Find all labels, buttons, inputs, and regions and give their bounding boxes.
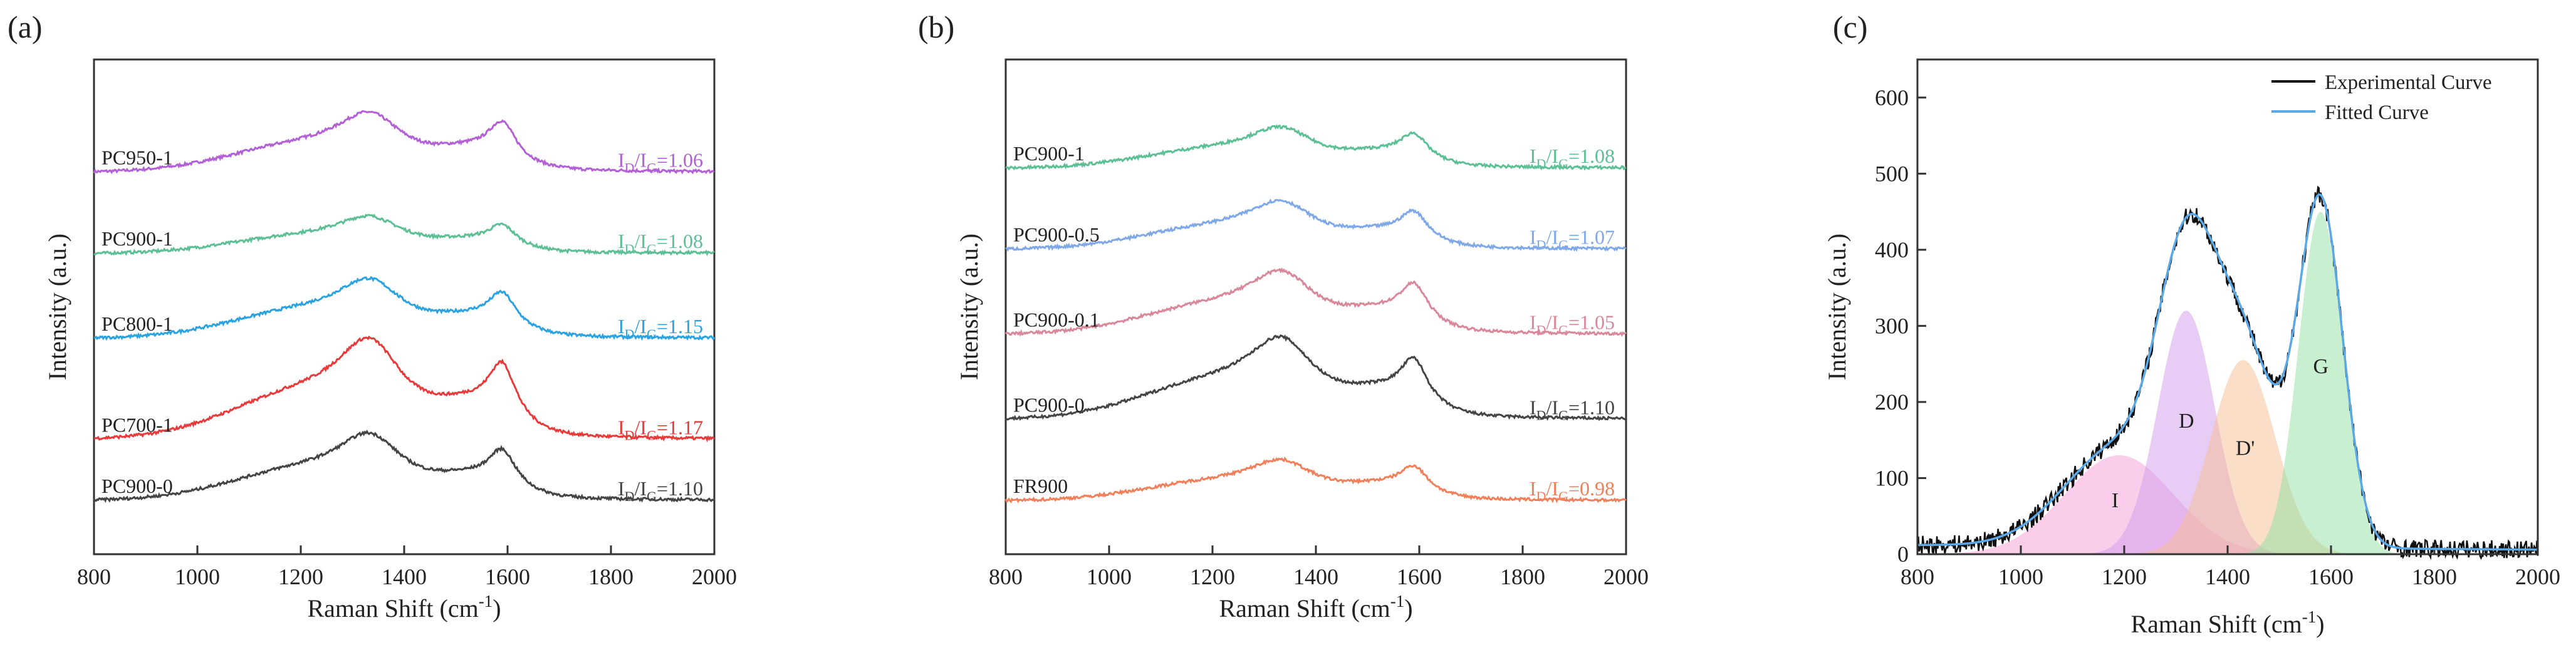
x-axis-label-c: Raman Shift (cm-1) [2130, 607, 2324, 638]
series-line-pc900-0 [93, 430, 716, 503]
series-label-pc900-1: PC900-1 [1013, 142, 1085, 165]
plot-frame-c [1916, 58, 2539, 555]
y-axis-label-b: Intensity (a.u.) [955, 234, 983, 380]
series-line-fitted-curve [1917, 193, 2538, 551]
x-tick-label-1600: 1600 [485, 564, 530, 589]
x-tick-label-2000: 2000 [692, 564, 737, 589]
x-tick-label-1400: 1400 [2205, 564, 2250, 589]
x-tick-label-1800: 1800 [588, 564, 634, 589]
y-axis-label-a: Intensity (a.u.) [43, 234, 71, 380]
series-line-pc900-1 [93, 214, 715, 257]
panel-b: (b) 800 1000 1200 1400 1600 1800 2000 PC900-1 I… [918, 9, 1649, 622]
x-tick-label-800: 800 [1901, 564, 1934, 589]
peak-fill-d-prime [1917, 360, 2538, 554]
ratio-label-pc900-0-5: ID/IG=1.07 [1530, 225, 1615, 252]
x-tick-label-1800: 1800 [1500, 564, 1545, 589]
x-ticks-b: 800 1000 1200 1400 1600 1800 2000 [989, 545, 1649, 589]
x-ticks-a: 800 1000 1200 1400 1600 1800 2000 [77, 545, 737, 589]
series-label-pc900-1: PC900-1 [102, 227, 173, 250]
y-tick-label-200: 200 [1875, 390, 1909, 415]
x-tick-label-1800: 1800 [2412, 564, 2457, 589]
ratio-label-pc900-0: ID/IG=1.10 [1530, 396, 1615, 423]
y-tick-label-0: 0 [1897, 542, 1909, 567]
peak-label-i: I [2112, 489, 2119, 512]
series-label-pc950-1: PC950-1 [102, 146, 173, 168]
peak-fill-i [1917, 455, 2538, 554]
x-tick-label-1200: 1200 [278, 564, 323, 589]
x-tick-label-1600: 1600 [1397, 564, 1442, 589]
x-tick-label-800: 800 [989, 564, 1023, 589]
legend-label-experimental: Experimental Curve [2325, 71, 2492, 94]
series-line-pc900-0-1 [1004, 267, 1627, 338]
panel-label-a: (a) [8, 9, 43, 44]
y-tick-label-300: 300 [1875, 313, 1909, 338]
y-tick-label-600: 600 [1875, 85, 1909, 110]
curves-b: PC900-1 ID/IG=1.08 PC900-0.5 ID/IG=1.07 PC90… [1004, 124, 1627, 504]
x-axis-label-b: Raman Shift (cm-1) [1219, 592, 1412, 622]
peak-fills-c [1917, 212, 2538, 555]
series-line-pc700-1 [93, 335, 715, 443]
x-tick-label-1400: 1400 [1293, 564, 1338, 589]
series-line-pc900-0-5 [1005, 199, 1627, 252]
peak-label-d-prime: D' [2236, 437, 2255, 460]
series-label-pc800-1: PC800-1 [102, 312, 173, 335]
peak-label-g: G [2313, 355, 2329, 378]
panel-label-c: (c) [1833, 9, 1868, 44]
x-tick-label-2000: 2000 [2515, 564, 2560, 589]
peak-labels-c: I D D' G [2112, 355, 2328, 512]
y-tick-label-500: 500 [1875, 161, 1909, 186]
series-line-pc950-1 [93, 110, 715, 175]
ratio-label-pc900-0-1: ID/IG=1.05 [1530, 311, 1615, 338]
series-line-pc900-1 [1005, 124, 1627, 171]
series-line-pc800-1 [93, 276, 716, 341]
ratio-label-fr900: ID/IG=0.98 [1530, 477, 1615, 504]
x-tick-label-1200: 1200 [1190, 564, 1235, 589]
peak-label-d: D [2179, 410, 2194, 433]
x-tick-label-1000: 1000 [1998, 564, 2043, 589]
series-label-pc900-0: PC900-0 [1013, 393, 1085, 416]
panel-label-b: (b) [918, 9, 954, 44]
series-label-fr900: FR900 [1013, 475, 1068, 497]
legend-c: Experimental Curve Fitted Curve [2271, 71, 2492, 124]
panel-c: (c) 800 1000 1200 1400 1600 1800 2000 0 100 200 3… [1823, 9, 2560, 638]
x-axis-label-a: Raman Shift (cm-1) [307, 592, 501, 622]
y-tick-label-400: 400 [1875, 237, 1909, 262]
x-tick-label-800: 800 [77, 564, 111, 589]
ratio-label-pc900-1: ID/IG=1.08 [618, 230, 703, 257]
series-label-pc900-0-5: PC900-0.5 [1013, 223, 1100, 245]
series-label-pc900-0: PC900-0 [102, 475, 173, 497]
series-label-pc700-1: PC700-1 [102, 414, 173, 436]
ratio-label-pc900-1: ID/IG=1.08 [1530, 145, 1615, 172]
x-tick-label-1000: 1000 [1087, 564, 1132, 589]
x-tick-label-2000: 2000 [1603, 564, 1649, 589]
legend-label-fitted: Fitted Curve [2325, 101, 2429, 124]
x-tick-label-1600: 1600 [2308, 564, 2354, 589]
x-tick-label-1400: 1400 [382, 564, 427, 589]
curves-c [1916, 185, 2539, 560]
x-tick-label-1000: 1000 [175, 564, 220, 589]
series-line-pc900-0 [1005, 334, 1627, 421]
y-tick-label-100: 100 [1875, 465, 1909, 490]
y-ticks-c: 0 100 200 300 400 500 600 [1875, 85, 1926, 567]
ratio-label-pc700-1: ID/IG=1.17 [618, 416, 703, 443]
ratio-label-pc950-1: ID/IG=1.06 [618, 148, 703, 175]
ratio-label-pc900-0: ID/IG=1.10 [618, 477, 703, 504]
series-line-fr900 [1004, 457, 1627, 503]
series-label-pc900-0-1: PC900-0.1 [1013, 308, 1100, 331]
curves-a: PC950-1 ID/IG=1.06 PC900-1 ID/IG=1.08 PC800-… [93, 110, 716, 504]
ratio-label-pc800-1: ID/IG=1.15 [618, 315, 703, 342]
x-tick-label-1200: 1200 [2102, 564, 2147, 589]
panel-a: (a) 800 1000 1200 1400 1600 1800 2000 PC950-1 I… [8, 9, 737, 622]
y-axis-label-c: Intensity (a.u.) [1823, 234, 1851, 380]
